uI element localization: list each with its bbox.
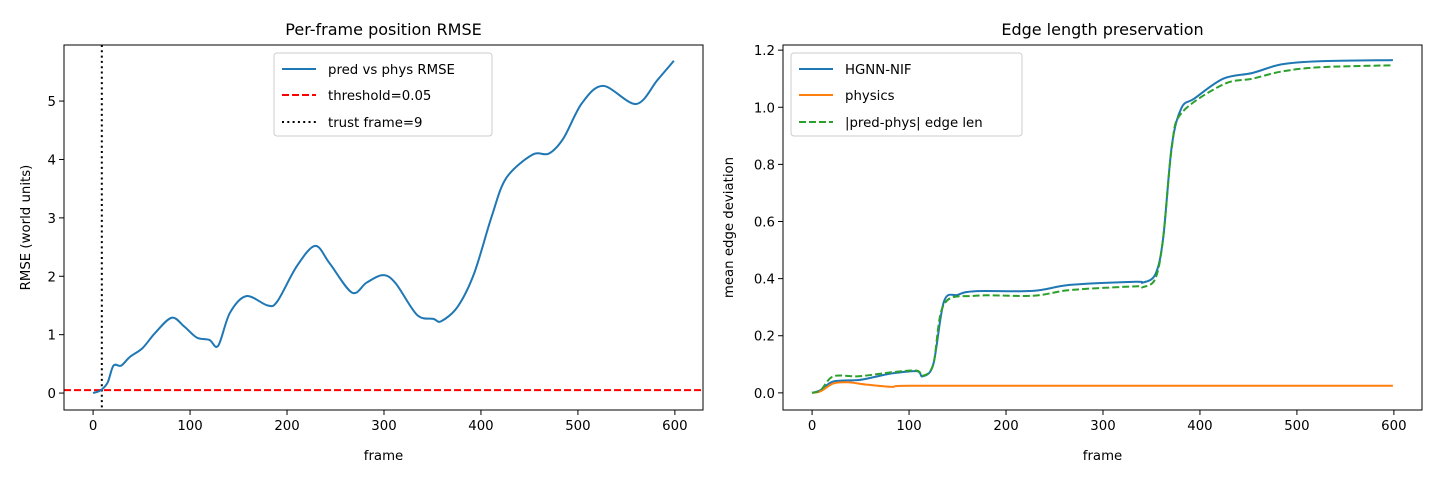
series-line-hgnn-nif [811, 59, 1393, 394]
y-tick-label: 0.6 [754, 216, 775, 231]
y-tick-label: 3 [48, 212, 56, 227]
x-tick-label: 100 [177, 419, 202, 434]
x-tick-label: 400 [1187, 419, 1212, 434]
chart-title: Edge length preservation [1001, 20, 1203, 39]
series-layer [811, 59, 1393, 394]
series-line--pred-phys-edge-len [811, 64, 1393, 394]
legend-box [790, 52, 1023, 137]
x-tick-label: 500 [565, 419, 590, 434]
series-line-pred-vs-phys-rmse [92, 60, 675, 395]
plot-area: 0 100 200 300 400 500 600 0 1 2 3 4 5 [48, 44, 704, 434]
x-tick-label: 0 [808, 419, 816, 434]
legend-label-diff: |pred-phys| edge len [845, 116, 983, 131]
series-layer [64, 45, 703, 410]
y-tick-label: 4 [48, 153, 56, 168]
plot-area: 0 100 200 300 400 500 600 0.0 0.2 0.4 0.6 0.8 1.0 1.2 [754, 44, 1423, 434]
y-tick-label: 1 [48, 329, 56, 344]
rmse-chart: Per-frame position RMSE frame RMSE (worl… [19, 20, 704, 464]
x-tick-label: 600 [662, 419, 687, 434]
y-tick-label: 0 [48, 387, 56, 402]
legend-label-rmse: pred vs phys RMSE [328, 63, 455, 78]
x-tick-label: 600 [1381, 419, 1406, 434]
y-axis-label: RMSE (world units) [19, 165, 34, 291]
x-tick-label: 300 [1090, 419, 1115, 434]
legend: HGNN-NIF physics |pred-phys| edge len [790, 52, 1023, 137]
legend-label-hgnn: HGNN-NIF [845, 63, 912, 78]
x-tick-label: 400 [468, 419, 493, 434]
x-tick-label: 500 [1284, 419, 1309, 434]
x-tick-label: 300 [371, 419, 396, 434]
y-tick-label: 1.2 [754, 44, 775, 59]
legend: pred vs phys RMSE threshold=0.05 trust f… [273, 52, 493, 137]
x-tick-label: 200 [993, 419, 1018, 434]
y-tick-label: 0.2 [754, 330, 775, 345]
y-tick-label: 1.0 [754, 101, 775, 116]
y-tick-label: 0.8 [754, 158, 775, 173]
series-line-physics [811, 381, 1393, 394]
x-tick-label: 200 [274, 419, 299, 434]
x-tick-label: 100 [896, 419, 921, 434]
y-tick-label: 0.0 [754, 387, 775, 402]
chart-title: Per-frame position RMSE [285, 20, 481, 39]
legend-box [273, 52, 493, 137]
x-axis-label: frame [1083, 449, 1122, 464]
legend-label-threshold: threshold=0.05 [328, 89, 431, 104]
x-tick-label: 0 [89, 419, 97, 434]
legend-label-trust: trust frame=9 [328, 116, 423, 131]
edge-length-chart: Edge length preservation frame mean edge… [722, 20, 1423, 464]
y-axis-label: mean edge deviation [722, 157, 737, 298]
y-tick-label: 0.4 [754, 273, 775, 288]
x-axis-label: frame [364, 449, 403, 464]
legend-label-physics: physics [845, 89, 895, 104]
y-tick-label: 5 [48, 95, 56, 110]
y-tick-label: 2 [48, 270, 56, 285]
